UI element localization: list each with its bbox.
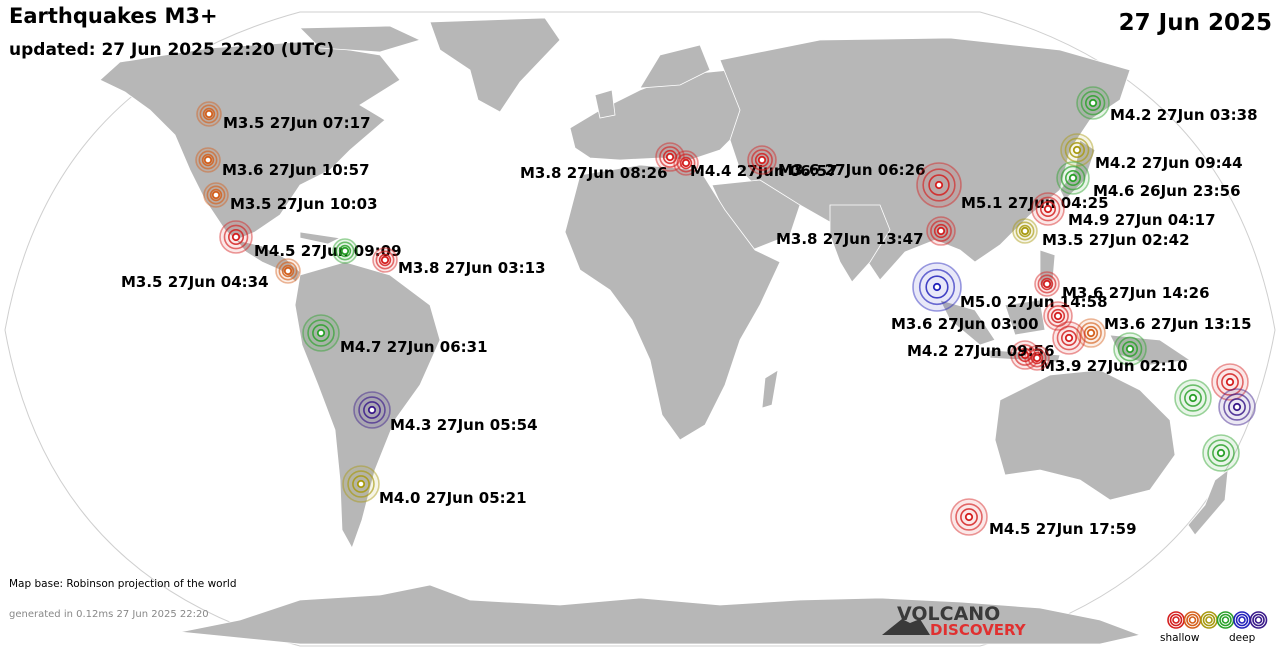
japan-shape xyxy=(1059,139,1096,201)
earthquake-marker[interactable] xyxy=(747,145,777,175)
earthquake-marker[interactable] xyxy=(195,147,221,173)
earthquake-label: M3.5 27Jun 07:17 xyxy=(223,114,371,132)
land-group xyxy=(99,17,1229,645)
earthquake-marker[interactable] xyxy=(219,220,253,254)
borneo-shape xyxy=(1004,299,1046,336)
earthquake-marker[interactable] xyxy=(1052,321,1086,355)
earthquake-marker[interactable] xyxy=(1076,86,1110,120)
africa-shape xyxy=(564,164,781,441)
volcano-icon xyxy=(882,619,930,635)
earthquake-label: M4.2 27Jun 09:44 xyxy=(1095,154,1243,172)
map-date: 27 Jun 2025 xyxy=(1118,10,1272,36)
earthquake-marker[interactable] xyxy=(1024,345,1050,371)
legend-depth-symbol xyxy=(1249,611,1268,629)
earthquake-marker[interactable] xyxy=(950,498,988,536)
south-america-shape xyxy=(294,261,441,549)
earthquake-label: M4.5 27Jun 17:59 xyxy=(989,520,1137,538)
madagascar-shape xyxy=(761,369,779,409)
earthquake-label: M3.6 27Jun 03:00 xyxy=(891,315,1039,333)
earthquake-label: M3.8 27Jun 13:47 xyxy=(776,230,924,248)
arctic-islands-shape xyxy=(299,25,422,53)
page-title: Earthquakes M3+ xyxy=(9,4,218,28)
earthquake-marker[interactable] xyxy=(1113,332,1147,366)
earthquake-label: M3.5 27Jun 10:03 xyxy=(230,195,378,213)
earthquake-label: M3.5 27Jun 04:34 xyxy=(121,273,269,291)
earthquake-label: M4.2 27Jun 03:38 xyxy=(1110,106,1258,124)
earthquake-marker[interactable] xyxy=(342,465,380,503)
earthquake-marker[interactable] xyxy=(1034,271,1060,297)
australia-shape xyxy=(994,369,1176,501)
earthquake-label: M4.3 27Jun 05:54 xyxy=(390,416,538,434)
earthquake-marker[interactable] xyxy=(203,182,229,208)
earthquake-marker[interactable] xyxy=(1202,434,1240,472)
new-zealand-shape xyxy=(1187,469,1229,536)
legend-shallow-label: shallow xyxy=(1160,632,1200,644)
brand-volcano: VOLCANO xyxy=(897,603,1001,625)
earthquake-marker[interactable] xyxy=(926,216,956,246)
brand-logo[interactable]: VOLCANO DISCOVERY xyxy=(880,603,1040,643)
earthquake-label: M3.5 27Jun 02:42 xyxy=(1042,231,1190,249)
earthquake-label: M3.6 27Jun 06:26 xyxy=(778,161,926,179)
earthquake-marker[interactable] xyxy=(1012,218,1038,244)
earthquake-marker[interactable] xyxy=(1211,363,1249,401)
earthquake-label: M4.9 27Jun 04:17 xyxy=(1068,211,1216,229)
earthquake-label: M4.0 27Jun 05:21 xyxy=(379,489,527,507)
earthquake-marker[interactable] xyxy=(1056,161,1090,195)
scandinavia-shape xyxy=(639,44,711,89)
britain-shape xyxy=(594,89,616,119)
earthquake-marker[interactable] xyxy=(353,391,391,429)
update-timestamp: updated: 27 Jun 2025 22:20 (UTC) xyxy=(9,40,335,60)
earthquake-label: M5.0 27Jun 14:58 xyxy=(960,293,1108,311)
earthquake-marker[interactable] xyxy=(673,150,699,176)
earthquake-label: M3.8 27Jun 03:13 xyxy=(398,259,546,277)
legend-depth-symbol xyxy=(1216,611,1235,629)
earthquake-marker[interactable] xyxy=(1076,318,1106,348)
india-shape xyxy=(829,204,891,283)
legend-depth-symbol xyxy=(1233,611,1251,629)
earthquake-label: M3.6 27Jun 10:57 xyxy=(222,161,370,179)
greenland-shape xyxy=(429,17,561,113)
earthquake-label: M3.8 27Jun 08:26 xyxy=(520,164,668,182)
earthquake-label: M4.6 26Jun 23:56 xyxy=(1093,182,1241,200)
earthquake-marker[interactable] xyxy=(916,162,962,208)
earthquake-label: M4.5 27Jun 09:09 xyxy=(254,242,402,260)
earthquake-label: M4.7 27Jun 06:31 xyxy=(340,338,488,356)
southeast-asia-islands-shape xyxy=(939,299,996,346)
brand-discovery: DISCOVERY xyxy=(930,621,1026,639)
earthquake-marker[interactable] xyxy=(372,247,398,273)
earthquake-marker[interactable] xyxy=(1218,388,1256,426)
earthquake-label: M3.6 27Jun 13:15 xyxy=(1104,315,1252,333)
earthquake-marker[interactable] xyxy=(1031,192,1065,226)
earthquake-markers: M3.5 27Jun 07:17 M3.6 27Jun 10:57 M3.5 27J… xyxy=(121,86,1258,538)
legend-depth-symbol xyxy=(1167,611,1185,629)
earthquake-marker[interactable] xyxy=(332,238,358,264)
earthquake-label: M3.9 27Jun 02:10 xyxy=(1040,357,1188,375)
earthquake-marker[interactable] xyxy=(196,101,222,127)
earthquake-marker[interactable] xyxy=(1060,133,1094,167)
earthquake-marker[interactable] xyxy=(1043,301,1073,331)
north-america-shape xyxy=(99,41,401,241)
earthquake-marker[interactable] xyxy=(1010,340,1040,370)
earthquake-marker[interactable] xyxy=(912,262,962,312)
legend-depth-symbol xyxy=(1200,611,1218,629)
earthquake-marker[interactable] xyxy=(302,314,340,352)
legend-deep-label: deep xyxy=(1229,632,1256,644)
map-credit: Map base: Robinson projection of the wor… xyxy=(9,578,237,590)
depth-legend-symbols xyxy=(1167,611,1268,629)
earthquake-label: M4.2 27Jun 09:56 xyxy=(907,342,1055,360)
earthquake-label: M3.6 27Jun 14:26 xyxy=(1062,284,1210,302)
earthquake-marker[interactable] xyxy=(1174,379,1212,417)
generated-note: generated in 0.12ms 27 Jun 2025 22:20 xyxy=(9,609,209,620)
earthquake-label: M5.1 27Jun 04:25 xyxy=(961,194,1109,212)
earthquake-label: M4.4 27Jun 06:57 xyxy=(690,162,838,180)
cuba-shape xyxy=(299,231,342,245)
legend-depth-symbol xyxy=(1183,611,1202,629)
earthquake-marker[interactable] xyxy=(275,258,301,284)
